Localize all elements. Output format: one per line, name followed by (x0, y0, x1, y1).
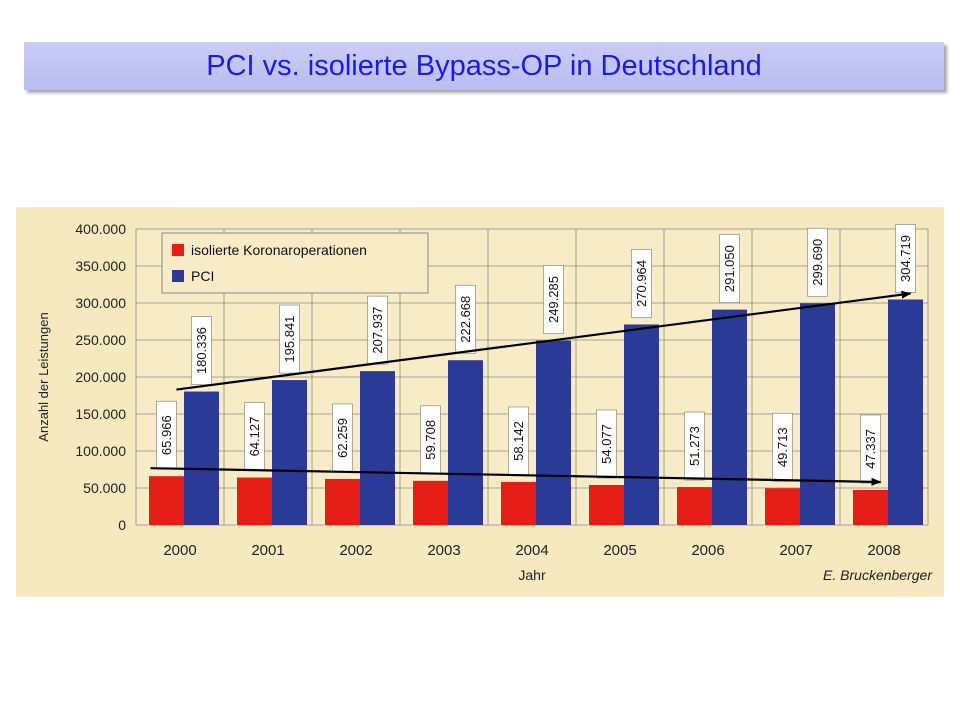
x-axis-label: Jahr (518, 567, 546, 583)
data-label-box (684, 411, 705, 481)
data-label: 65.966 (159, 415, 174, 455)
y-tick-label: 100.000 (75, 443, 126, 459)
bar-pci (536, 340, 571, 525)
bar-koronar (149, 476, 184, 525)
bar-chart: 0 50.000 100.000 150.000 200.000 250.000 300.0… (36, 221, 933, 583)
bar-koronar (677, 487, 712, 525)
bar-koronar (413, 480, 448, 525)
data-label: 62.259 (335, 418, 350, 458)
source-credit: E. Bruckenberger (823, 567, 933, 583)
x-tick-label: 2006 (691, 542, 724, 559)
data-label: 304.719 (898, 235, 913, 282)
data-label: 299.690 (810, 239, 825, 286)
trend-arrow-koronar (150, 467, 882, 486)
bar-koronar (853, 489, 888, 525)
bar-koronar (325, 478, 360, 525)
data-label-box (860, 414, 881, 484)
data-label: 51.273 (687, 426, 702, 466)
data-label: 270.964 (634, 260, 649, 307)
bar-pci (624, 324, 659, 525)
bar-koronar (501, 481, 536, 525)
data-label: 47.337 (863, 429, 878, 469)
data-label: 291.050 (722, 245, 737, 292)
legend-label-red: isolierte Koronaroperationen (191, 242, 367, 258)
x-tick-label: 2007 (779, 542, 812, 559)
y-tick-label: 50.000 (83, 480, 126, 496)
bar-koronar (237, 477, 272, 525)
x-tick-label: 2004 (515, 542, 548, 559)
data-label-box (596, 409, 617, 479)
y-tick-label: 400.000 (75, 221, 126, 237)
bar-koronar (765, 488, 800, 525)
chart-frame: 0 50.000 100.000 150.000 200.000 250.000 300.0… (16, 207, 944, 597)
bars (149, 299, 923, 525)
bar-pci (448, 360, 483, 525)
x-tick-label: 2002 (339, 542, 372, 559)
data-label: 249.285 (546, 276, 561, 323)
legend-label-blue: PCI (191, 268, 214, 284)
y-axis-ticks: 0 50.000 100.000 150.000 200.000 250.000 300.0… (75, 221, 126, 533)
x-tick-label: 2005 (603, 542, 636, 559)
bar-koronar (589, 484, 624, 525)
y-tick-label: 150.000 (75, 406, 126, 422)
slide-title: PCI vs. isolierte Bypass-OP in Deutschla… (206, 49, 762, 82)
y-tick-label: 350.000 (75, 258, 126, 274)
x-tick-label: 2000 (163, 542, 196, 559)
y-tick-label: 300.000 (75, 295, 126, 311)
y-tick-label: 250.000 (75, 332, 126, 348)
bar-pci (888, 299, 923, 525)
y-tick-label: 200.000 (75, 369, 126, 385)
data-label: 58.142 (511, 421, 526, 461)
bar-pci (360, 371, 395, 525)
data-label: 180.336 (194, 327, 209, 374)
title-banner: PCI vs. isolierte Bypass-OP in Deutschla… (24, 42, 944, 90)
legend-box (161, 232, 429, 294)
data-label-box (807, 227, 828, 297)
data-label-box (455, 284, 476, 354)
bar-pci (800, 303, 835, 525)
data-label: 54.077 (599, 424, 614, 464)
x-tick-label: 2003 (427, 542, 460, 559)
bar-pci (272, 380, 307, 525)
x-axis-ticks: 2000 2001 2002 2003 2004 2005 2006 2007 2008 (163, 542, 900, 559)
data-label: 49.713 (775, 427, 790, 467)
trend-arrow-pci (176, 290, 912, 391)
y-axis-label: Anzahl der Leistungen (36, 312, 51, 441)
bar-pci (712, 309, 747, 525)
x-tick-label: 2001 (251, 542, 284, 559)
data-label: 222.668 (458, 296, 473, 343)
data-label: 59.708 (423, 420, 438, 460)
bar-pci (184, 391, 219, 525)
data-label: 64.127 (247, 417, 262, 457)
legend: isolierte Koronaroperationen PCI (161, 232, 429, 294)
x-tick-label: 2008 (867, 542, 900, 559)
y-tick-label: 0 (118, 517, 126, 533)
legend-swatch-red (172, 244, 184, 256)
legend-swatch-blue (172, 270, 184, 282)
data-label-box (631, 249, 652, 318)
data-label-box (191, 316, 212, 385)
data-label-box (543, 265, 564, 334)
data-label-box (719, 234, 740, 303)
data-label-box (279, 304, 300, 374)
trend-arrows (150, 290, 912, 486)
data-labels: 65.966 180.336 64.127 195.841 62.259 207.937 5… (156, 224, 916, 484)
data-label: 207.937 (370, 307, 385, 354)
data-label: 195.841 (282, 316, 297, 363)
